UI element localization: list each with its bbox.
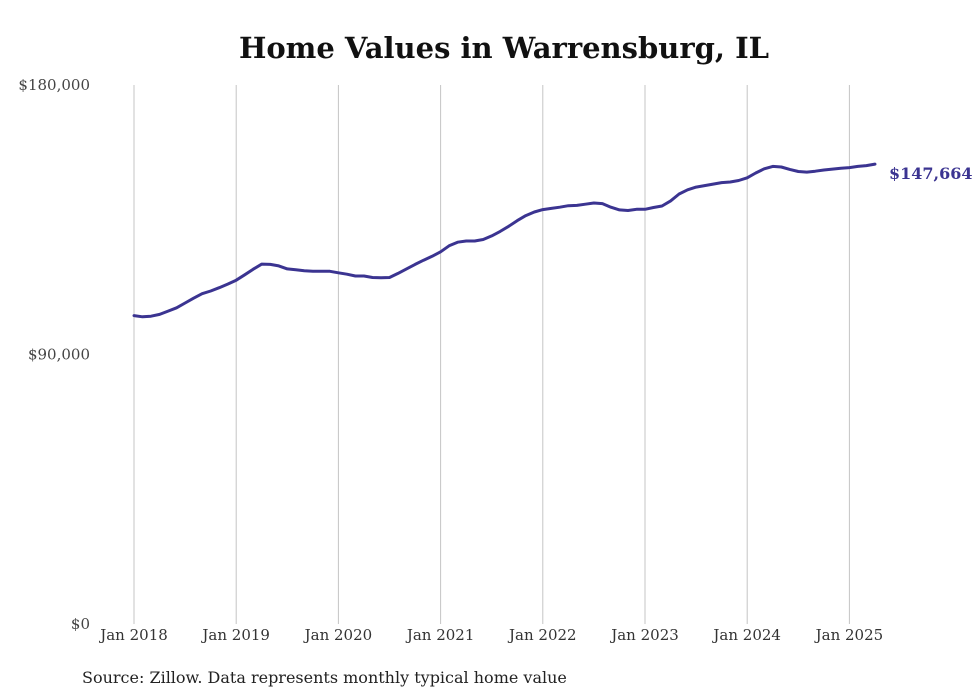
x-tick-label-2018: Jan 2018: [98, 626, 168, 644]
x-tick-label-2020: Jan 2020: [303, 626, 373, 644]
y-tick-label-180000: $180,000: [18, 76, 90, 94]
x-tick-label-2024: Jan 2024: [711, 626, 781, 644]
y-tick-label-0: $0: [71, 615, 90, 633]
y-tick-label-90000: $90,000: [28, 346, 90, 364]
x-tick-label-2019: Jan 2019: [200, 626, 270, 644]
y-axis-tick-labels: $0 $90,000 $180,000: [18, 76, 90, 633]
latest-value-label: $147,664: [889, 164, 973, 183]
x-tick-label-2021: Jan 2021: [405, 626, 475, 644]
x-tick-label-2022: Jan 2022: [507, 626, 577, 644]
chart-title: Home Values in Warrensburg, IL: [239, 31, 769, 65]
x-tick-label-2025: Jan 2025: [814, 626, 884, 644]
series-layer: [132, 162, 877, 319]
series-line-0: [132, 162, 877, 319]
vertical-gridlines: [133, 85, 850, 624]
x-axis-tick-labels: Jan 2018 Jan 2019 Jan 2020 Jan 2021 Jan 2022…: [98, 626, 883, 644]
x-tick-label-2023: Jan 2023: [609, 626, 679, 644]
source-note: Source: Zillow. Data represents monthly …: [82, 668, 567, 687]
